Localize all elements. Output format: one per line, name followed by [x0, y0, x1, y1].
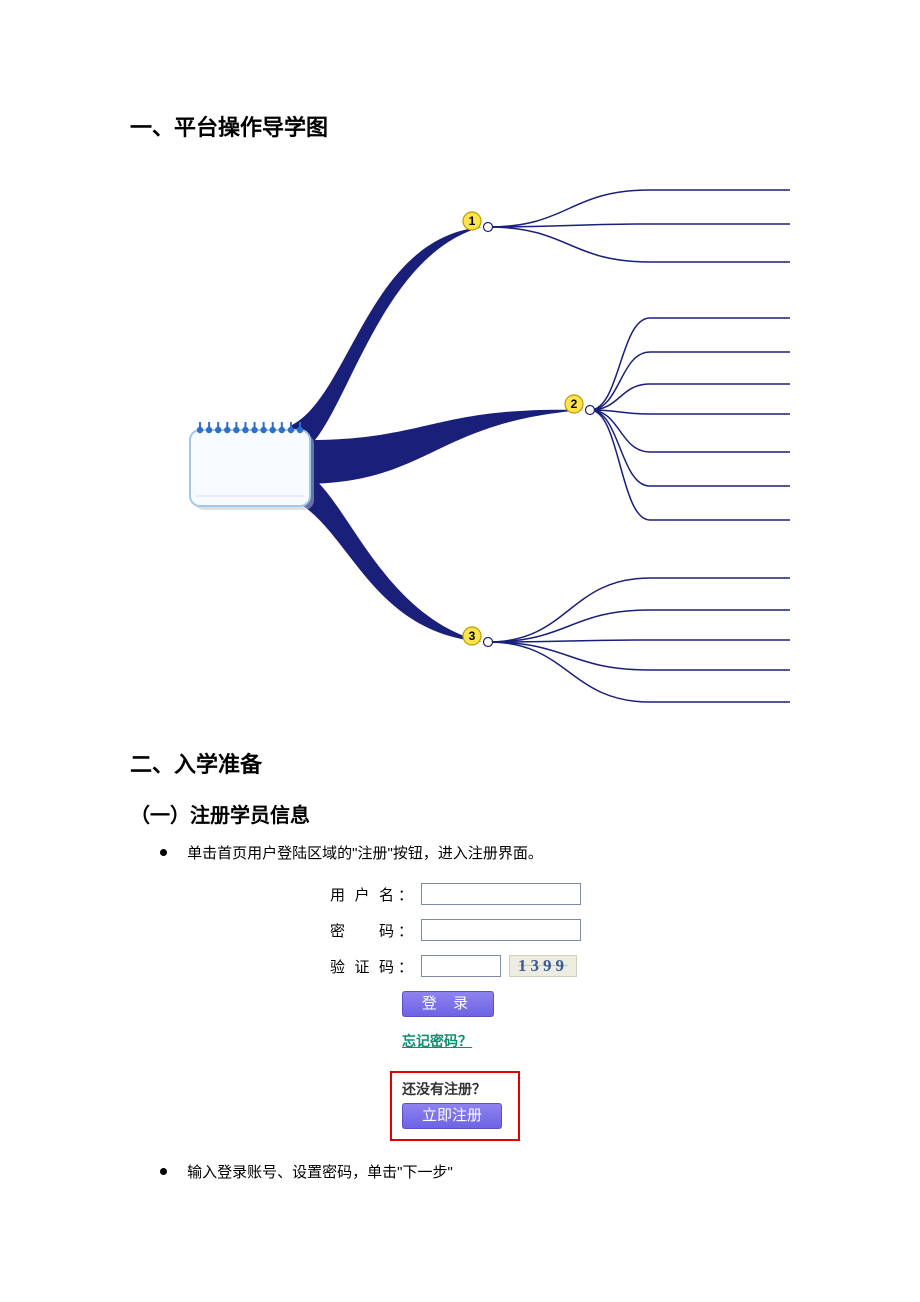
password-input[interactable]	[421, 919, 581, 941]
captcha-image: 1399	[509, 955, 577, 977]
login-form: 用户名 ： 密 码 ： 验证码 ： 1399 登 录 忘记密码？ 还没有注册？ …	[330, 883, 590, 1141]
colon: ：	[398, 884, 413, 905]
subsection-2-1-title: （一）注册学员信息	[130, 799, 790, 828]
svg-text:1: 1	[469, 214, 476, 228]
svg-text:2: 2	[571, 397, 578, 411]
colon: ：	[398, 920, 413, 941]
password-row: 密 码 ：	[330, 919, 590, 941]
bullet-text: 单击首页用户登陆区域的"注册"按钮，进入注册界面。	[187, 845, 543, 862]
mindmap-diagram: 1 2 3	[130, 162, 790, 727]
bullet-item: 输入登录账号、设置密码，单击"下一步"	[160, 1161, 790, 1182]
section-2-title: 二、入学准备	[130, 747, 790, 779]
login-button[interactable]: 登 录	[402, 991, 494, 1017]
register-prompt: 还没有注册？	[402, 1079, 508, 1099]
captcha-row: 验证码 ： 1399	[330, 955, 590, 977]
colon: ：	[398, 956, 413, 977]
section-1-title: 一、平台操作导学图	[130, 110, 790, 142]
bullet-text: 输入登录账号、设置密码，单击"下一步"	[187, 1164, 453, 1181]
svg-text:3: 3	[469, 629, 476, 643]
forgot-password-wrap: 忘记密码？	[402, 1031, 590, 1051]
username-label: 用户名	[330, 884, 398, 905]
captcha-input[interactable]	[421, 955, 501, 977]
bullet-dot-icon	[160, 1168, 167, 1175]
bullet-dot-icon	[160, 849, 167, 856]
register-button[interactable]: 立即注册	[402, 1103, 502, 1129]
username-input[interactable]	[421, 883, 581, 905]
captcha-label: 验证码	[330, 956, 398, 977]
forgot-password-link[interactable]: 忘记密码？	[402, 1033, 472, 1049]
password-label: 密 码	[330, 920, 398, 941]
bullet-item: 单击首页用户登陆区域的"注册"按钮，进入注册界面。	[160, 842, 790, 863]
register-highlight-frame: 还没有注册？ 立即注册	[390, 1071, 520, 1141]
username-row: 用户名 ：	[330, 883, 590, 905]
